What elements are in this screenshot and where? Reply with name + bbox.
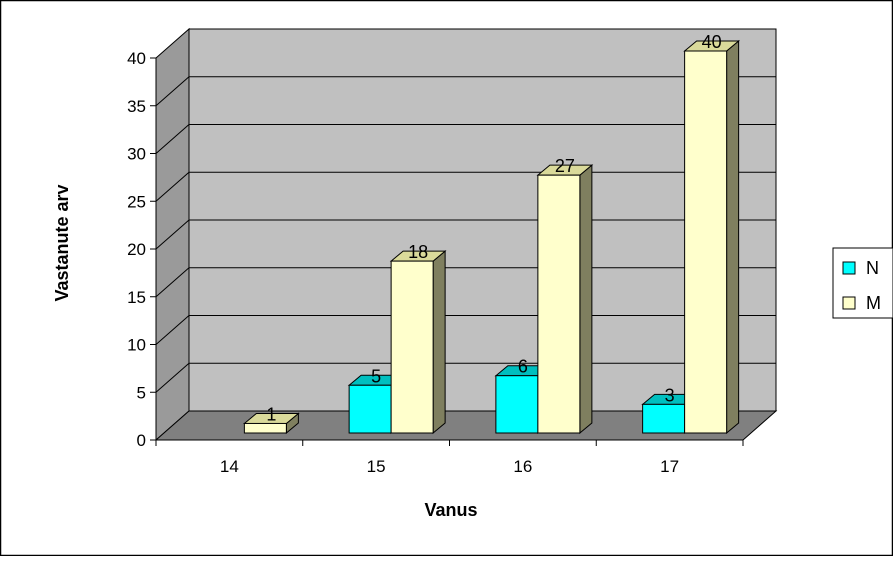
y-tick-label: 40	[127, 49, 146, 68]
gridlines	[155, 76, 776, 393]
plot-walls	[155, 27, 777, 442]
y-tick-label: 5	[137, 383, 146, 402]
gridline-side	[155, 76, 190, 107]
legend-swatch-n	[842, 261, 856, 275]
gridline-side	[155, 219, 190, 250]
data-labels: 1 5 18 6 27 3 40	[266, 32, 721, 424]
legend-swatch-m	[842, 296, 856, 310]
bar-m	[536, 164, 594, 435]
legend-label-n: N	[866, 258, 879, 278]
bar-m	[242, 412, 300, 435]
legend: N M	[832, 247, 893, 319]
y-tick-label: 25	[127, 192, 146, 211]
gridline-side	[155, 267, 190, 298]
data-label: 6	[518, 357, 528, 377]
y-axis-title: Vastanute arv	[52, 184, 72, 301]
y-tick-label: 30	[127, 145, 146, 164]
bar-m	[389, 250, 447, 435]
y-tick-labels: 0 5 10 15 20 25 30 35 40	[127, 49, 146, 450]
bar-face	[495, 375, 539, 434]
bar-face	[390, 260, 434, 434]
axes	[150, 57, 744, 446]
y-tick-label: 10	[127, 336, 146, 355]
data-label: 5	[371, 366, 381, 386]
bar-face	[348, 384, 392, 434]
bars	[242, 39, 741, 435]
y-tick-label: 15	[127, 288, 146, 307]
bar-face	[642, 403, 686, 434]
x-tick-labels: 14 15 16 17	[220, 457, 679, 476]
bar-face	[537, 174, 581, 434]
bar-m	[683, 39, 741, 435]
bar-side	[432, 250, 446, 435]
y-tick-label: 35	[127, 97, 146, 116]
data-label: 40	[702, 32, 722, 52]
y-tick-label: 0	[137, 431, 146, 450]
bar-face	[684, 50, 728, 434]
bar-side	[579, 164, 593, 435]
x-tick-label: 14	[220, 457, 239, 476]
x-axis-title: Vanus	[424, 500, 477, 520]
x-tick-label: 17	[660, 457, 679, 476]
legend-label-m: M	[866, 293, 881, 313]
data-label: 1	[266, 404, 276, 424]
x-tick-label: 15	[367, 457, 386, 476]
bar-face	[243, 422, 287, 434]
data-label: 18	[408, 242, 428, 262]
x-tick-label: 16	[513, 457, 532, 476]
legend-box	[832, 247, 893, 319]
gridline-side	[155, 124, 190, 154]
bar-side	[726, 39, 740, 435]
gridline-side	[155, 315, 190, 345]
y-tick-label: 20	[127, 240, 146, 259]
gridline-side	[155, 362, 190, 393]
data-label: 3	[665, 385, 675, 405]
gridline-side	[155, 171, 190, 202]
data-label: 27	[555, 156, 575, 176]
